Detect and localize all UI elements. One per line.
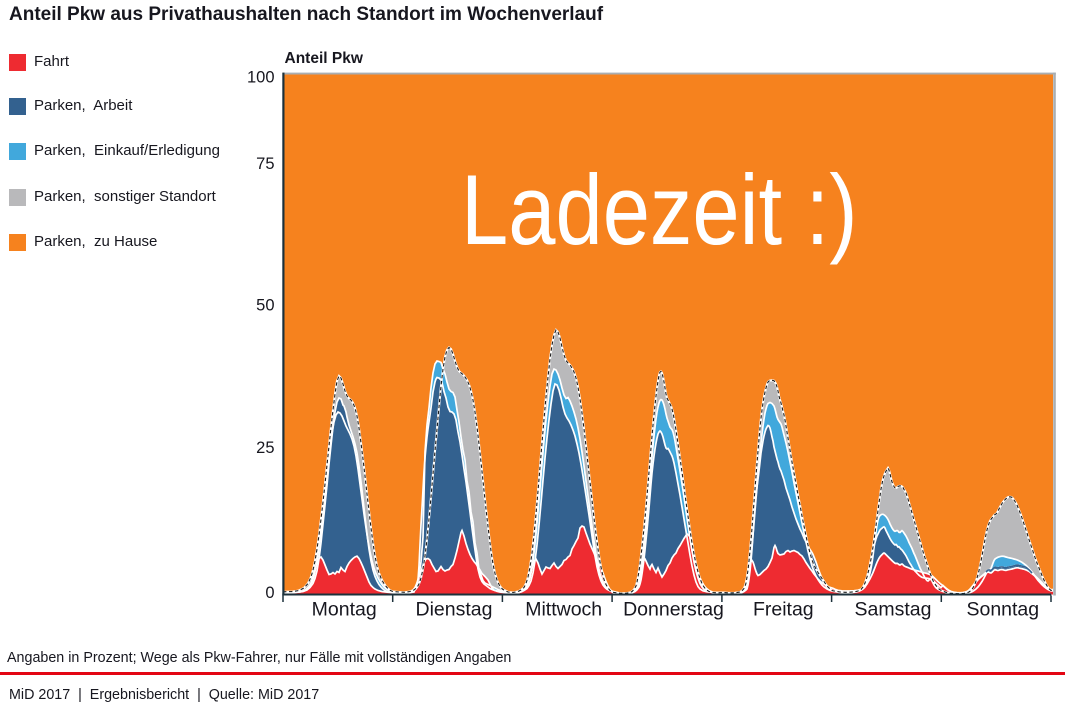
svg-text:75: 75 — [256, 155, 274, 173]
svg-text:Ladezeit :): Ladezeit :) — [461, 155, 858, 266]
svg-text:25: 25 — [256, 439, 274, 457]
svg-text:Donnerstag: Donnerstag — [623, 599, 724, 621]
svg-text:Montag: Montag — [312, 599, 377, 621]
svg-text:Mittwoch: Mittwoch — [525, 599, 602, 621]
svg-text:Dienstag: Dienstag — [416, 599, 493, 621]
svg-text:100: 100 — [247, 68, 275, 86]
svg-text:Samstag: Samstag — [855, 599, 932, 621]
svg-text:Freitag: Freitag — [753, 599, 814, 621]
svg-text:0: 0 — [265, 584, 274, 602]
svg-text:50: 50 — [256, 297, 274, 315]
svg-text:Anteil Pkw: Anteil Pkw — [285, 50, 364, 67]
svg-text:Sonntag: Sonntag — [966, 599, 1039, 621]
